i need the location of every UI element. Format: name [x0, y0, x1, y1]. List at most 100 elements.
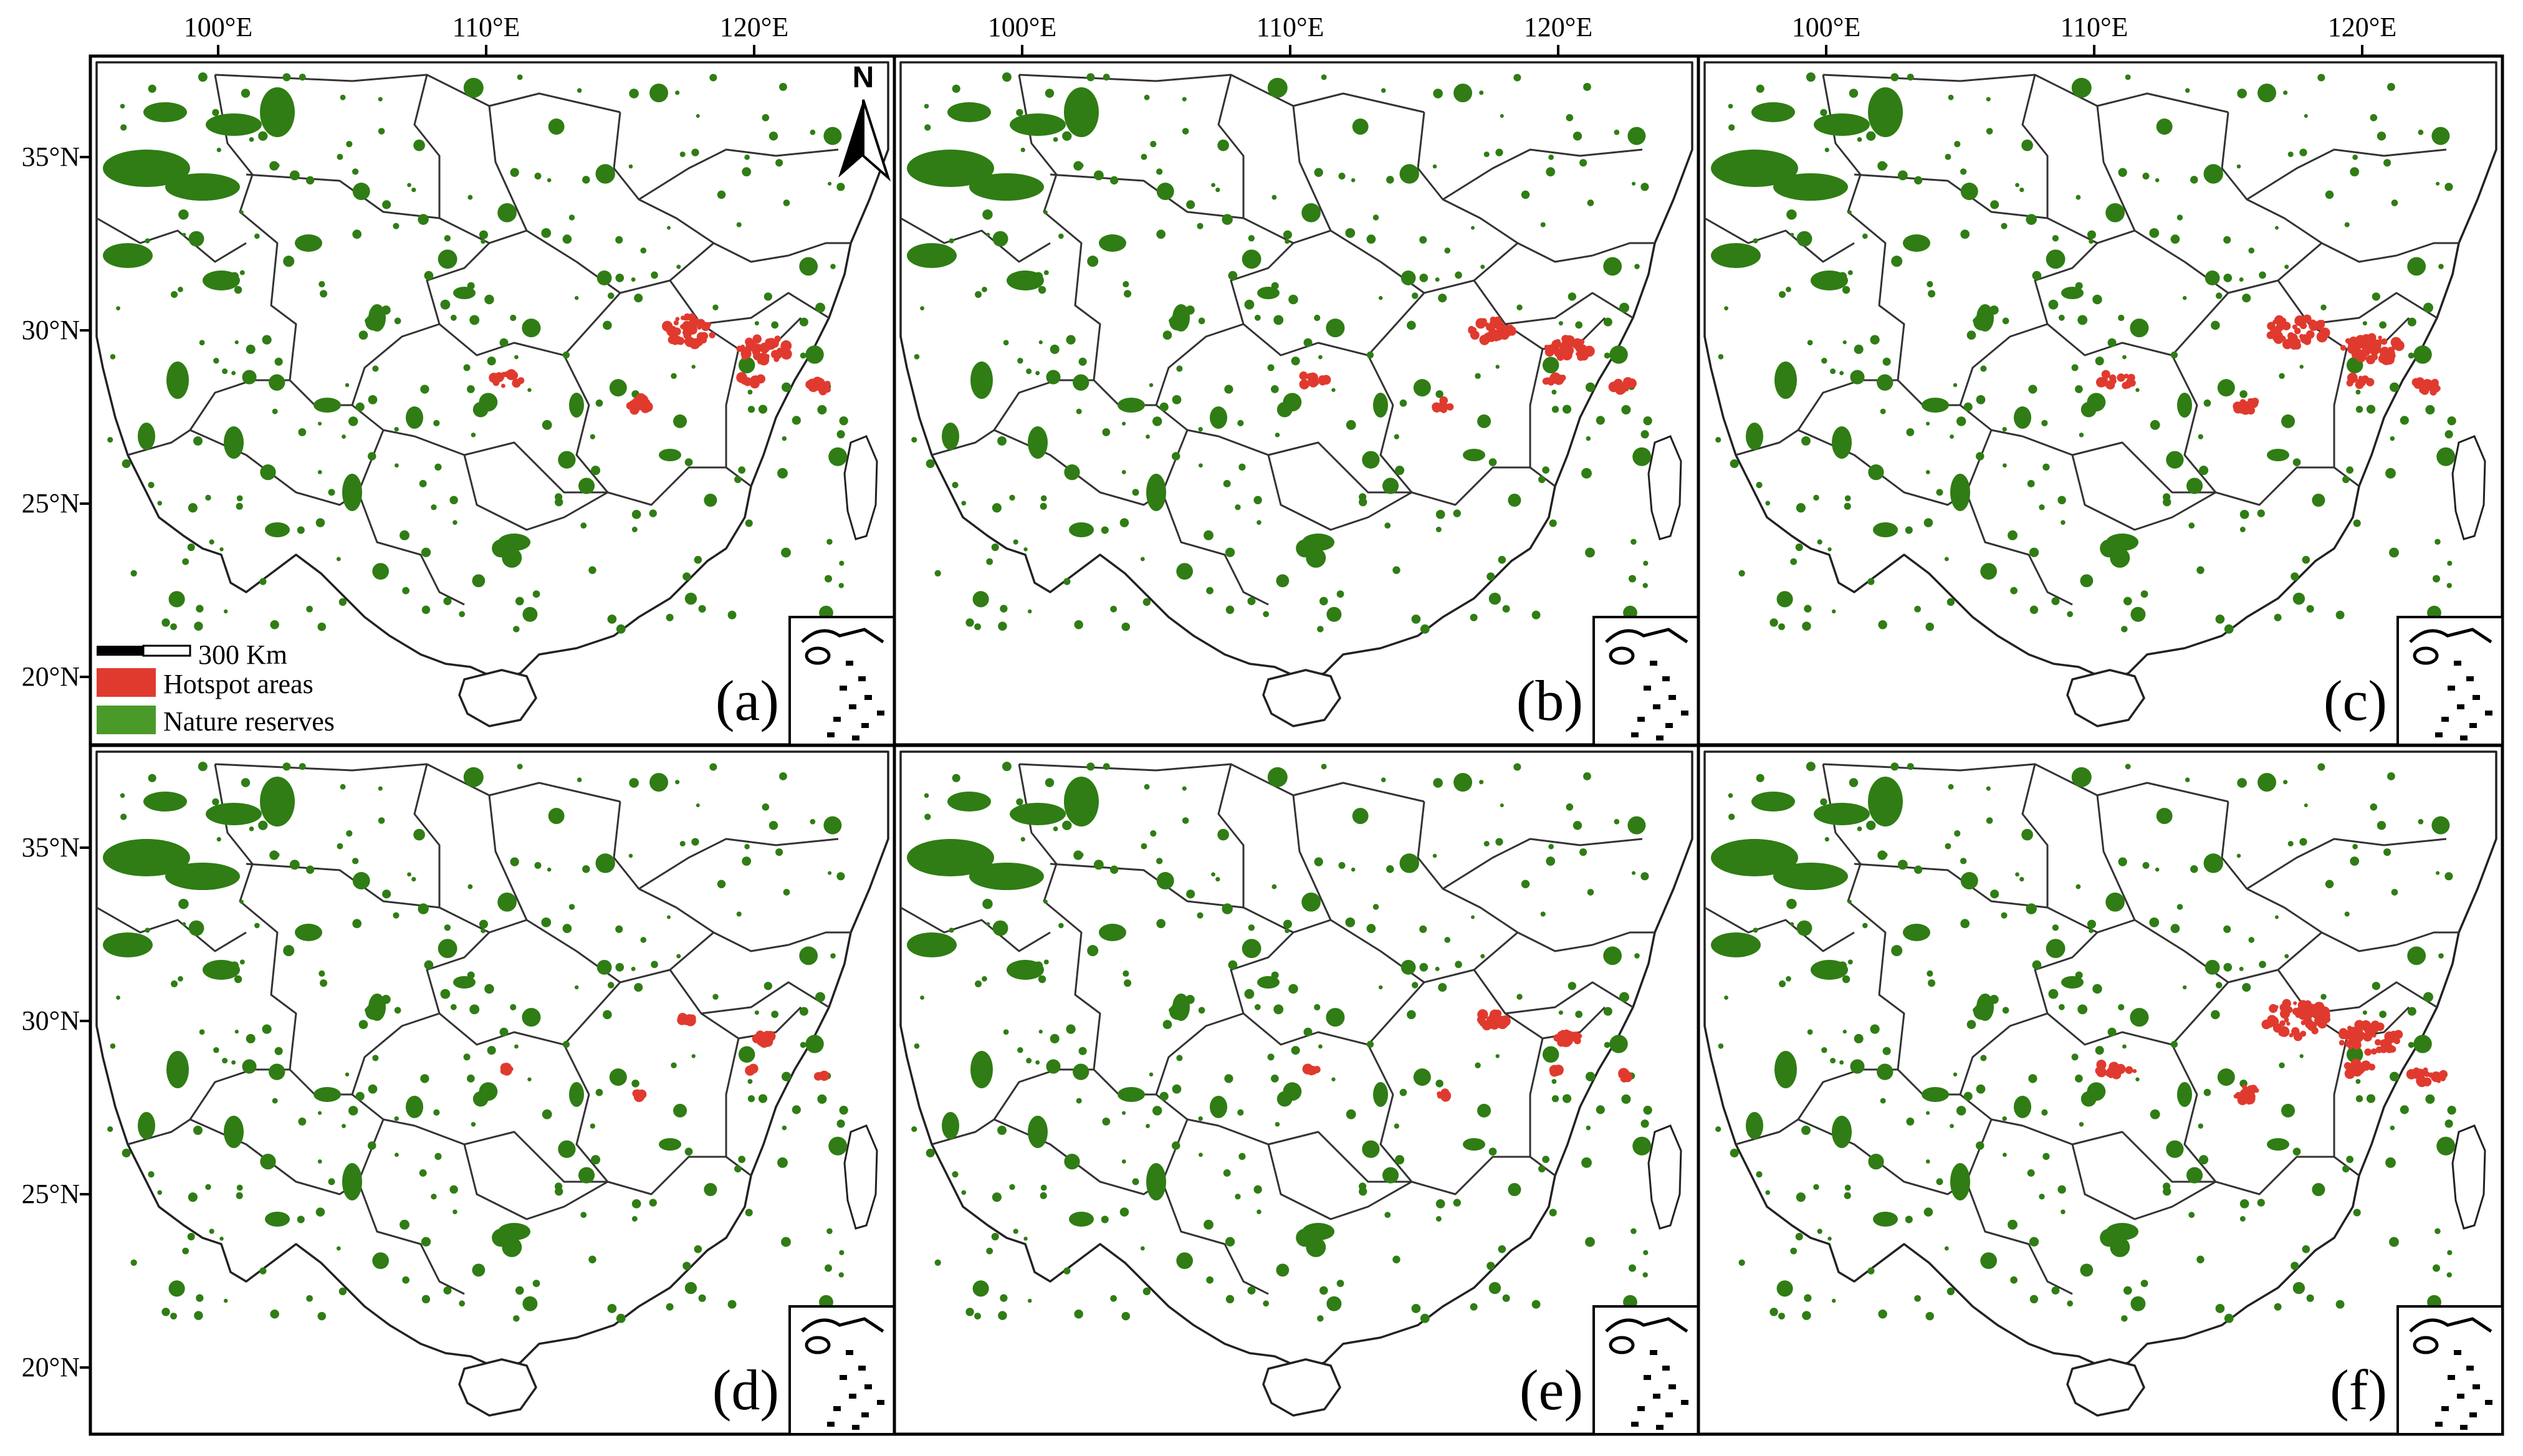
legend-label-hotspot: Hotspot areas [163, 669, 314, 699]
reserve-point [317, 622, 327, 631]
reserve-point [2150, 419, 2160, 430]
reserve-point [1765, 501, 1771, 506]
hotspot-cell [2279, 1008, 2291, 1019]
reserve-point [231, 371, 236, 376]
reserve-point [1866, 131, 1876, 141]
hotspot-cell [633, 1091, 645, 1103]
reserve-point [1419, 274, 1429, 282]
reserve-point [1453, 1199, 1461, 1207]
reserve-point [1073, 374, 1089, 391]
reserve-point [1263, 611, 1270, 618]
reserve-point [1826, 281, 1832, 287]
reserve-point [306, 605, 313, 613]
hotspot-cell [2246, 406, 2256, 415]
lat-tick-label: 25°N [22, 1179, 80, 1209]
reserve-point [1407, 320, 1416, 330]
reserve-point [952, 84, 960, 93]
reserve-point [2447, 1250, 2453, 1255]
reserve-point [800, 352, 807, 359]
reserve-point [1643, 416, 1652, 426]
reserve-patch [1028, 1116, 1048, 1148]
reserve-point [1149, 383, 1154, 388]
scale-bar-black [97, 646, 143, 656]
reserve-point [2223, 963, 2233, 972]
reserve-point [1857, 137, 1862, 142]
reserve-point [299, 763, 306, 770]
reserve-point [1914, 605, 1921, 613]
reserve-point [1156, 858, 1163, 865]
reserve-point [2205, 960, 2220, 975]
reserve-point [836, 1119, 845, 1128]
reserve-point [1103, 74, 1110, 81]
inset-island-mark [864, 1384, 872, 1389]
reserve-point [1276, 1263, 1290, 1277]
reserve-point [2257, 1199, 2265, 1207]
reserve-point [1498, 1245, 1506, 1253]
reserve-point [2423, 992, 2433, 1002]
nature-reserves [907, 72, 1652, 634]
reserve-point [345, 383, 350, 388]
hotspot-cell [1299, 371, 1308, 380]
north-arrow-left-half [838, 100, 863, 178]
reserve-point [1627, 816, 1646, 835]
reserve-point [1960, 229, 1970, 239]
reserve-point [1053, 137, 1058, 142]
reserve-point [1314, 314, 1321, 322]
reserve-point [472, 401, 489, 418]
reserve-patch [1868, 777, 1903, 826]
reserve-point [591, 1155, 601, 1165]
reserve-point [1267, 77, 1288, 98]
reserve-point [1566, 113, 1574, 122]
reserve-point [236, 1184, 243, 1191]
reserve-point [1438, 294, 1447, 303]
hotspot-cell [2393, 340, 2405, 352]
reserve-point [317, 1159, 322, 1164]
reserve-point [1516, 994, 1523, 1000]
reserve-patch [165, 863, 240, 890]
reserve-point [799, 257, 818, 276]
inset-island [805, 1336, 831, 1354]
reserve-point [934, 1259, 941, 1266]
reserve-patch [1711, 839, 1798, 876]
reserve-point [1630, 1228, 1637, 1235]
reserve-point [199, 340, 205, 346]
reserve-point [1009, 1184, 1015, 1190]
reserve-point [2379, 321, 2387, 329]
reserve-point [738, 1156, 745, 1164]
reserve-point [2239, 967, 2244, 972]
reserve-point [1198, 317, 1205, 325]
reserve-point [712, 994, 719, 1000]
reserve-point [2107, 338, 2117, 347]
reserve-point [1267, 364, 1275, 371]
reserve-point [1026, 368, 1032, 375]
reserve-point [558, 1140, 576, 1158]
reserve-point [1477, 1103, 1491, 1118]
reserve-point [998, 1311, 1007, 1320]
reserve-point [800, 1042, 807, 1048]
reserve-point [372, 1055, 379, 1061]
reserve-point [1186, 200, 1195, 209]
reserve-point [649, 1199, 657, 1207]
reserve-point [1016, 108, 1023, 117]
reserve-point [682, 1262, 691, 1270]
reserve-point [828, 181, 832, 186]
panel-label: (f) [2330, 1358, 2387, 1422]
reserve-point [717, 190, 726, 199]
reserve-point [2071, 767, 2092, 787]
reserve-point [1043, 959, 1049, 965]
reserve-point [1756, 1171, 1763, 1178]
hotspot-cell [2279, 1026, 2290, 1037]
reserve-point [972, 591, 989, 608]
reserve-point [431, 1194, 437, 1200]
reserve-point [676, 264, 681, 269]
reserve-point [2438, 953, 2444, 959]
hotspot-cell [2355, 1066, 2363, 1073]
reserve-point [198, 762, 208, 772]
reserve-point [2446, 583, 2452, 588]
legend-swatch-reserve [97, 706, 156, 734]
lon-tick-label: 120°E [720, 12, 788, 42]
reserve-point [2110, 548, 2130, 568]
reserve-point [2224, 624, 2234, 634]
reserve-point [2058, 314, 2065, 321]
reserve-point [1973, 1007, 1978, 1013]
